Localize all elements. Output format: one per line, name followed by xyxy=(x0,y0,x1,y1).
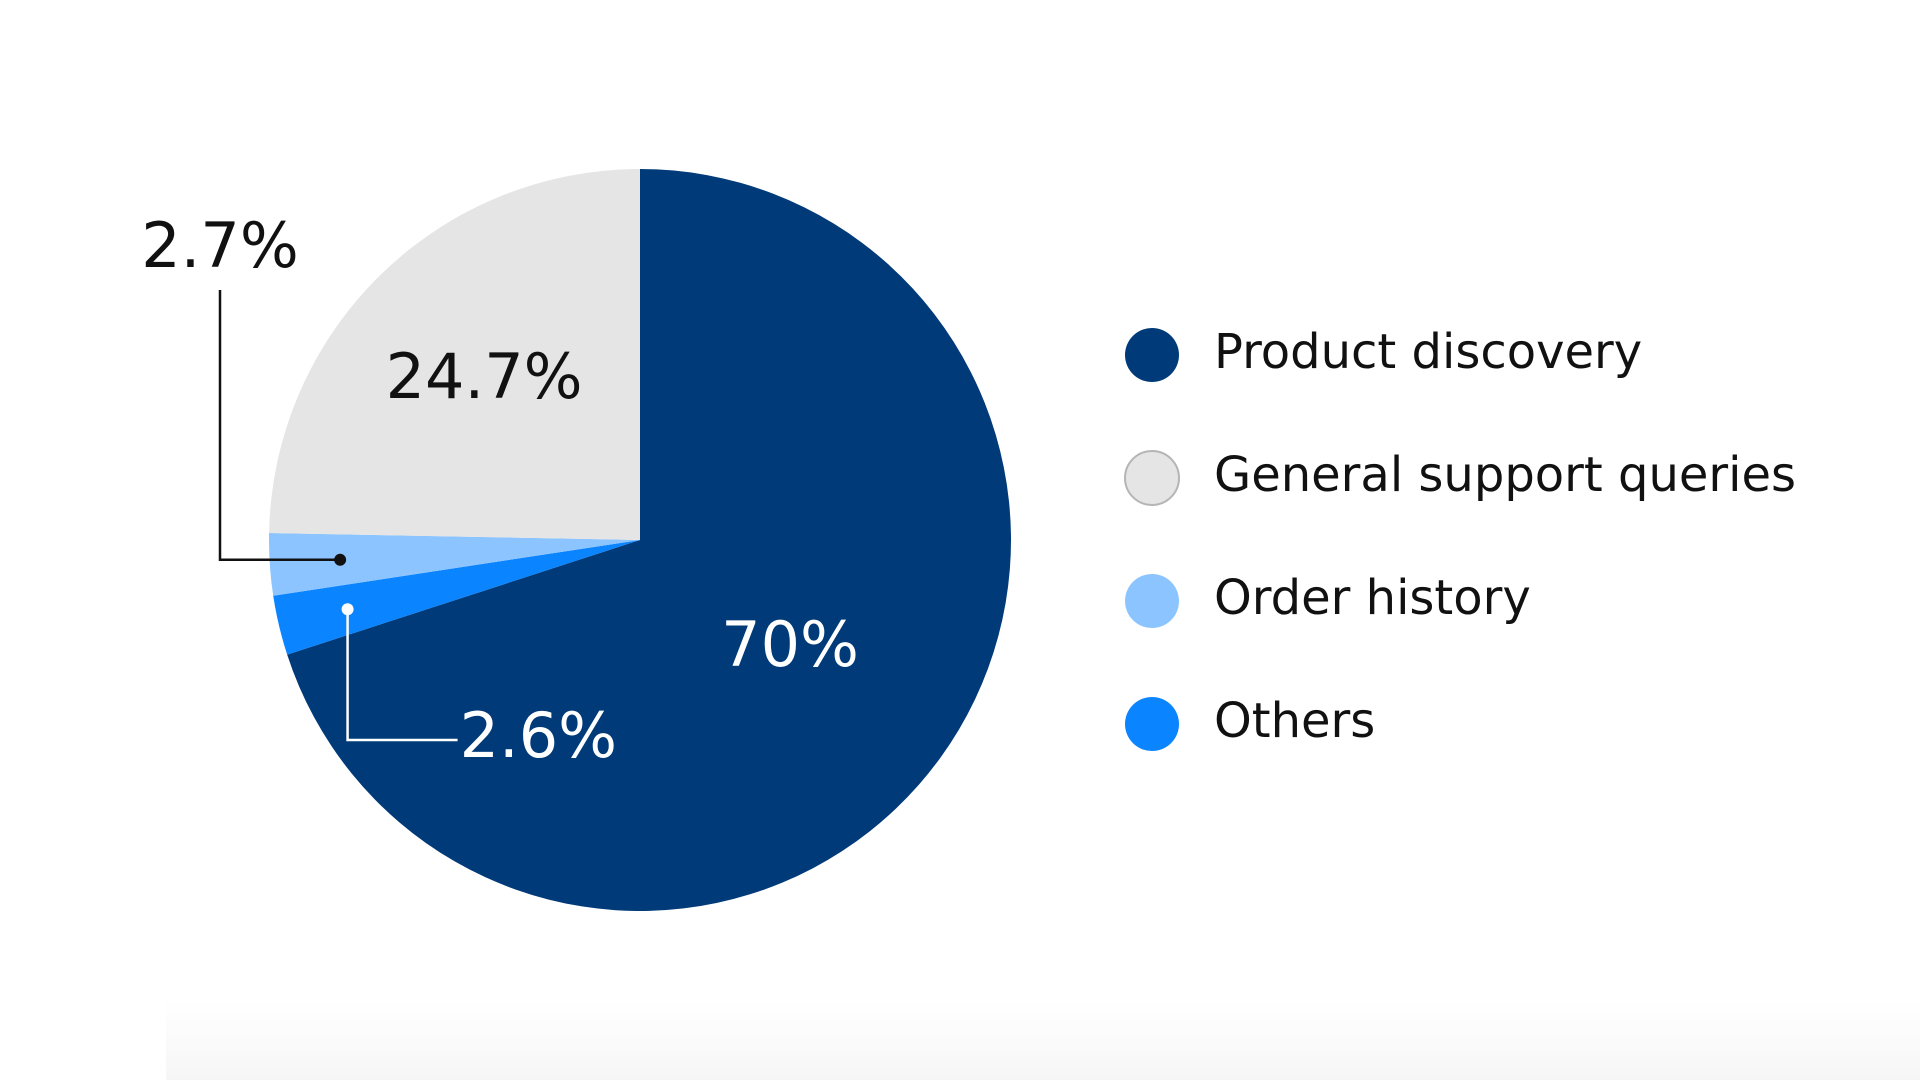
pie-slice-product-discovery xyxy=(287,169,1011,911)
legend-label-general-support-queries: General support queries xyxy=(1214,447,1796,503)
callout-line-order-history xyxy=(218,290,341,562)
legend-label-product-discovery: Product discovery xyxy=(1214,324,1642,380)
data-label-general-support-queries: 24.7% xyxy=(386,340,583,413)
legend-swatch-others xyxy=(1125,697,1179,751)
data-label-product-discovery: 70% xyxy=(721,608,859,681)
callout-dot-order-history xyxy=(334,553,347,566)
data-label-others: 2.6% xyxy=(460,699,618,772)
bottom-fade xyxy=(166,1000,1920,1080)
legend-label-order-history: Order history xyxy=(1214,570,1531,626)
legend-swatch-product-discovery xyxy=(1125,328,1179,382)
legend-swatch-order-history xyxy=(1125,574,1179,628)
callout-line-others xyxy=(346,609,458,742)
data-label-order-history: 2.7% xyxy=(141,209,299,282)
pie-slice-others xyxy=(273,540,640,655)
legend-label-others: Others xyxy=(1214,693,1375,749)
pie-slice-order-history xyxy=(269,533,640,596)
legend-swatch-general-support-queries xyxy=(1124,450,1180,506)
pie-slice-general-support-queries xyxy=(269,169,640,540)
callout-dot-others xyxy=(341,603,354,616)
